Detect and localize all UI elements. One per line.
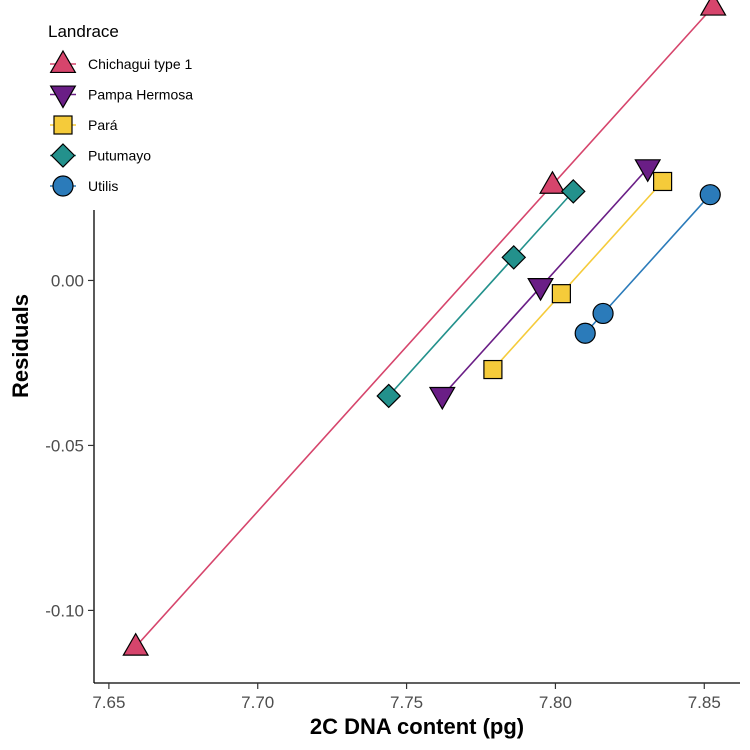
legend-label: Chichagui type 1 <box>88 56 193 72</box>
legend-marker <box>53 115 73 135</box>
data-point <box>501 245 527 270</box>
x-tick-label: 7.65 <box>92 693 125 712</box>
legend-item: Putumayo <box>50 143 151 168</box>
y-tick-label: -0.10 <box>45 601 84 620</box>
y-tick-label: 0.00 <box>51 271 84 290</box>
data-point <box>539 170 566 194</box>
legend-item: Chichagui type 1 <box>49 49 193 74</box>
x-tick-label: 7.85 <box>688 693 721 712</box>
legend-items: Chichagui type 1 Pampa Hermosa Pará Putumay… <box>49 49 193 197</box>
legend-item: Utilis <box>50 175 118 197</box>
x-tick-label: 7.75 <box>390 693 423 712</box>
data-point <box>634 159 662 183</box>
legend-label: Pampa Hermosa <box>88 87 193 103</box>
legend-item: Pará <box>50 115 118 135</box>
legend-marker <box>50 143 76 168</box>
data-point <box>592 302 614 325</box>
legend-title: Landrace <box>48 22 119 41</box>
legend-label: Putumayo <box>88 148 151 164</box>
legend-label: Pará <box>88 117 118 133</box>
data-point <box>574 322 596 344</box>
series-line <box>388 190 574 397</box>
y-tick-label: -0.05 <box>45 436 84 455</box>
x-tick-label: 7.80 <box>539 693 572 712</box>
series-line <box>492 180 664 371</box>
x-axis-ticks: 7.65 7.70 7.75 7.80 7.85 <box>92 683 721 712</box>
data-point <box>428 386 456 411</box>
data-point <box>551 284 571 304</box>
legend-marker <box>49 49 77 74</box>
y-axis-ticks: -0.10 -0.05 0.00 <box>45 271 94 620</box>
legend-label: Utilis <box>88 178 118 194</box>
data-point <box>560 179 586 204</box>
legend-item: Pampa Hermosa <box>49 85 193 109</box>
data-point <box>527 278 554 302</box>
legend: Landrace Chichagui type 1 Pampa Hermosa Pa… <box>48 22 193 197</box>
legend-marker <box>52 175 74 197</box>
legend-marker <box>49 85 77 109</box>
data-point <box>699 0 727 16</box>
x-axis-title: 2C DNA content (pg) <box>310 714 524 739</box>
x-tick-label: 7.70 <box>241 693 274 712</box>
data-point <box>483 359 503 380</box>
plot-area <box>122 0 727 656</box>
data-point <box>652 171 673 192</box>
data-point <box>699 184 721 206</box>
series-line <box>135 6 714 648</box>
data-point <box>122 632 150 656</box>
data-point <box>376 383 402 409</box>
y-axis-title: Residuals <box>8 294 33 398</box>
